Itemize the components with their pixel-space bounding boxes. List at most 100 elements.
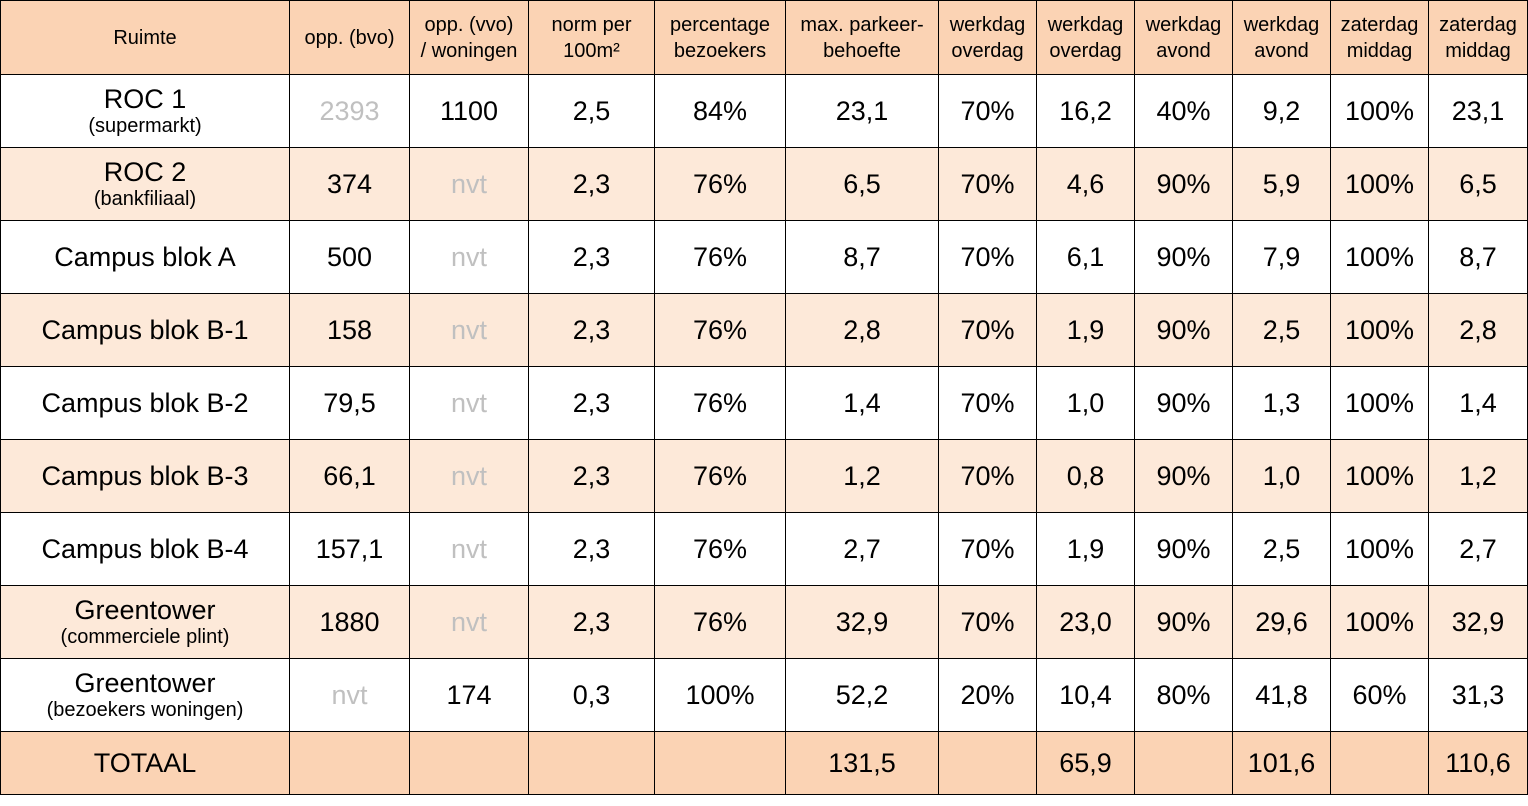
cell-ruimte: ROC 1 (supermarkt) (0, 74, 290, 148)
cell-opp-bvo: 157,1 (289, 512, 410, 586)
cell-weekday-day-pct: 70% (938, 293, 1037, 367)
cell-saturday-pct: 100% (1330, 512, 1429, 586)
cell-saturday-pct: 60% (1330, 658, 1429, 732)
cell-opp-vvo: nvt (409, 366, 529, 440)
header-line: zaterdag (1439, 13, 1517, 36)
cell-norm: 2,3 (528, 512, 655, 586)
cell-weekday-evening: 29,6 (1232, 585, 1331, 659)
space-name: Campus blok B-1 (41, 315, 249, 345)
cell-opp-vvo: nvt (409, 147, 529, 221)
table-row: ROC 1 (supermarkt) 2393 1100 2,5 84% 23,1 70% 16… (0, 74, 1528, 148)
cell-weekday-day-pct: 70% (938, 512, 1037, 586)
cell-saturday-pct: 100% (1330, 293, 1429, 367)
total-empty-cell (289, 731, 410, 795)
cell-opp-vvo: 1100 (409, 74, 529, 148)
total-empty-cell (528, 731, 655, 795)
header-weekday-day: werkdag overdag (1036, 0, 1135, 75)
cell-saturday-pct: 100% (1330, 220, 1429, 294)
space-name: Campus blok B-3 (41, 461, 249, 491)
cell-weekday-evening: 9,2 (1232, 74, 1331, 148)
table-row: ROC 2 (bankfiliaal) 374 nvt 2,3 76% 6,5 70% 4,6 9… (0, 147, 1528, 221)
cell-max-demand: 1,2 (785, 439, 939, 513)
cell-weekday-day: 23,0 (1036, 585, 1135, 659)
table-row: Campus blok B-3 66,1 nvt 2,3 76% 1,2 70% 0,8 90%… (0, 439, 1528, 513)
header-line: bezoekers (673, 39, 767, 62)
cell-weekday-day: 16,2 (1036, 74, 1135, 148)
cell-saturday: 8,7 (1428, 220, 1528, 294)
header-line: werkdag (1047, 13, 1124, 36)
cell-weekday-evening-pct: 80% (1134, 658, 1233, 732)
cell-norm: 2,3 (528, 293, 655, 367)
cell-ruimte: Greentower (commerciele plint) (0, 585, 290, 659)
header-max-demand: max. parkeer-behoefte (785, 0, 939, 75)
cell-weekday-day-pct: 70% (938, 366, 1037, 440)
cell-max-demand: 52,2 (785, 658, 939, 732)
cell-max-demand: 23,1 (785, 74, 939, 148)
cell-weekday-day: 4,6 (1036, 147, 1135, 221)
cell-weekday-day-pct: 70% (938, 439, 1037, 513)
cell-norm: 2,3 (528, 366, 655, 440)
space-name: Campus blok A (54, 242, 236, 272)
cell-weekday-evening-pct: 90% (1134, 147, 1233, 221)
cell-percentage: 76% (654, 585, 786, 659)
cell-opp-vvo: nvt (409, 293, 529, 367)
total-label: TOTAAL (0, 731, 290, 795)
header-line: middag (1445, 39, 1511, 62)
cell-max-demand: 32,9 (785, 585, 939, 659)
cell-weekday-evening-pct: 90% (1134, 366, 1233, 440)
space-name: ROC 1 (103, 84, 187, 114)
cell-weekday-evening-pct: 90% (1134, 220, 1233, 294)
table-row: Campus blok B-4 157,1 nvt 2,3 76% 2,7 70% 1,9 90… (0, 512, 1528, 586)
cell-max-demand: 8,7 (785, 220, 939, 294)
cell-weekday-evening-pct: 40% (1134, 74, 1233, 148)
cell-percentage: 100% (654, 658, 786, 732)
cell-norm: 2,3 (528, 585, 655, 659)
cell-saturday: 31,3 (1428, 658, 1528, 732)
cell-weekday-evening: 5,9 (1232, 147, 1331, 221)
space-subtitle: (bezoekers woningen) (46, 699, 244, 721)
cell-percentage: 76% (654, 366, 786, 440)
header-line: norm per (551, 13, 632, 36)
table-row: Campus blok B-2 79,5 nvt 2,3 76% 1,4 70% 1,0 90%… (0, 366, 1528, 440)
header-line: max. parkeer- (800, 13, 924, 36)
cell-saturday: 32,9 (1428, 585, 1528, 659)
cell-saturday: 23,1 (1428, 74, 1528, 148)
table-row: Campus blok B-1 158 nvt 2,3 76% 2,8 70% 1,9 90% 2… (0, 293, 1528, 367)
space-subtitle: (bankfiliaal) (93, 188, 197, 210)
cell-weekday-evening: 7,9 (1232, 220, 1331, 294)
header-line: percentage (669, 13, 771, 36)
header-opp-bvo: opp. (bvo) (289, 0, 410, 75)
header-line: zaterdag (1340, 13, 1419, 36)
total-max-demand: 131,5 (785, 731, 939, 795)
cell-max-demand: 2,8 (785, 293, 939, 367)
cell-norm: 2,5 (528, 74, 655, 148)
space-subtitle: (supermarkt) (88, 115, 202, 137)
cell-saturday: 6,5 (1428, 147, 1528, 221)
cell-opp-bvo: 1880 (289, 585, 410, 659)
total-empty-cell (654, 731, 786, 795)
cell-weekday-day: 6,1 (1036, 220, 1135, 294)
space-name: ROC 2 (103, 157, 187, 187)
header-weekday-evening: werkdag avond (1232, 0, 1331, 75)
header-opp-vvo: opp. (vvo) / woningen (409, 0, 529, 75)
cell-ruimte: Greentower (bezoekers woningen) (0, 658, 290, 732)
cell-ruimte: ROC 2 (bankfiliaal) (0, 147, 290, 221)
cell-saturday: 2,7 (1428, 512, 1528, 586)
cell-saturday-pct: 100% (1330, 439, 1429, 513)
cell-opp-vvo: nvt (409, 439, 529, 513)
header-line: 100m² (563, 39, 620, 62)
cell-weekday-evening: 1,3 (1232, 366, 1331, 440)
cell-saturday-pct: 100% (1330, 585, 1429, 659)
header-row: Ruimte opp. (bvo) opp. (vvo) / woningen norm… (0, 0, 1528, 75)
cell-weekday-evening: 41,8 (1232, 658, 1331, 732)
cell-weekday-evening: 1,0 (1232, 439, 1331, 513)
cell-weekday-day-pct: 70% (938, 74, 1037, 148)
cell-weekday-day-pct: 70% (938, 147, 1037, 221)
cell-ruimte: Campus blok A (0, 220, 290, 294)
cell-percentage: 76% (654, 220, 786, 294)
total-weekday-evening: 101,6 (1232, 731, 1331, 795)
cell-norm: 2,3 (528, 439, 655, 513)
cell-opp-bvo: 158 (289, 293, 410, 367)
cell-saturday: 1,4 (1428, 366, 1528, 440)
total-empty-cell (1330, 731, 1429, 795)
